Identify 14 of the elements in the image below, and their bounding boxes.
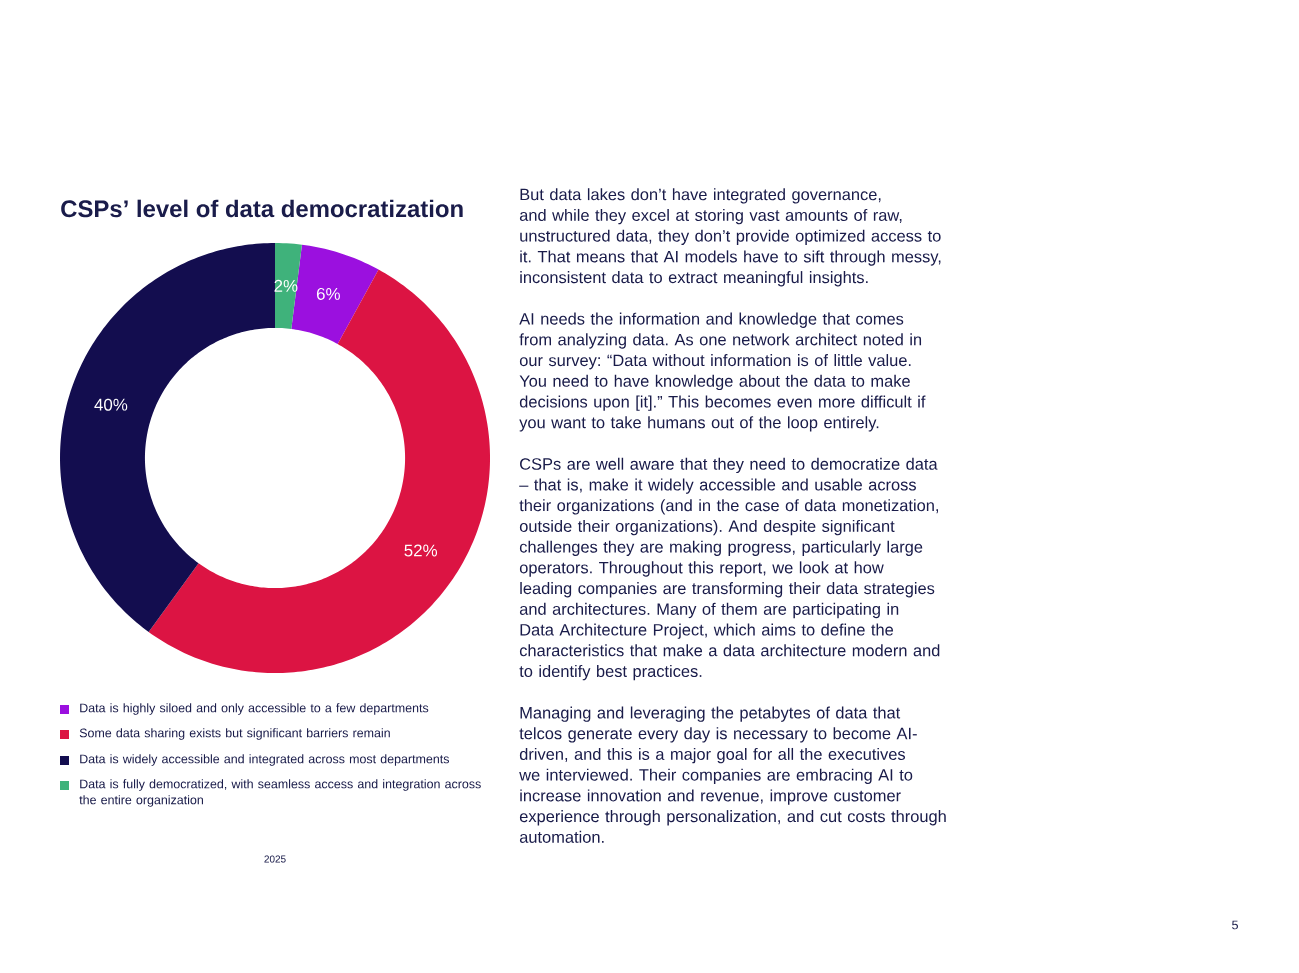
data-label: 40% — [94, 398, 128, 411]
legend-label: Data is highly siloed and only accessible to a few departments — [80, 703, 429, 715]
legend-label: Some data sharing exists but significant barriers remain — [79, 728, 390, 740]
text: CSPs are well aware that they need to democratize data – that is, make it widely accessible and usable across their organizations (and in the case of data monetization, outside their organizations). And despite significant challenges they are making progress, particularly large operators. Throughout this report, we look at how leading companies are transforming their data strategies and architectures. Many of them are participating in Data Architecture Project, which aims to define the characteristics that make a data architecture modern and to identify best practices. — [519, 457, 940, 681]
data-label: 6% — [316, 287, 340, 300]
chart-title: CSPs’ level of data democratization — [61, 199, 463, 218]
legend-label: Data is widely accessible and integrated across most departments — [80, 754, 450, 766]
text: 5 — [1232, 920, 1238, 930]
text: 2025 — [264, 855, 286, 863]
text: But data lakes don’t have integrated governance, and while they excel at storing vast amounts of raw, unstructured data, they don’t provide optimized access to it. That means that AI models have to sift through messy, inconsistent data to extract meaningful insights. — [519, 188, 941, 287]
text: Managing and leveraging the petabytes of data that telcos generate every day is necessary to become AI-driven, and this is a major goal for all the executives we interviewed. Their companies are embracing AI to increase innovation and revenue, improve customer experience through personalization, and cut costs through automation. — [519, 706, 946, 843]
text: AI needs the information and knowledge that comes from analyzing data. As one network architect noted in our survey: “Data without information is of little value. You need to have knowledge about the data to make decisions upon [it].” This becomes even more difficult if you want to take humans out of the loop entirely. — [519, 312, 926, 432]
legend-label: Data is fully democratized, with seamless access and integration across the entire organization — [79, 779, 481, 807]
data-label: 52% — [404, 544, 438, 557]
